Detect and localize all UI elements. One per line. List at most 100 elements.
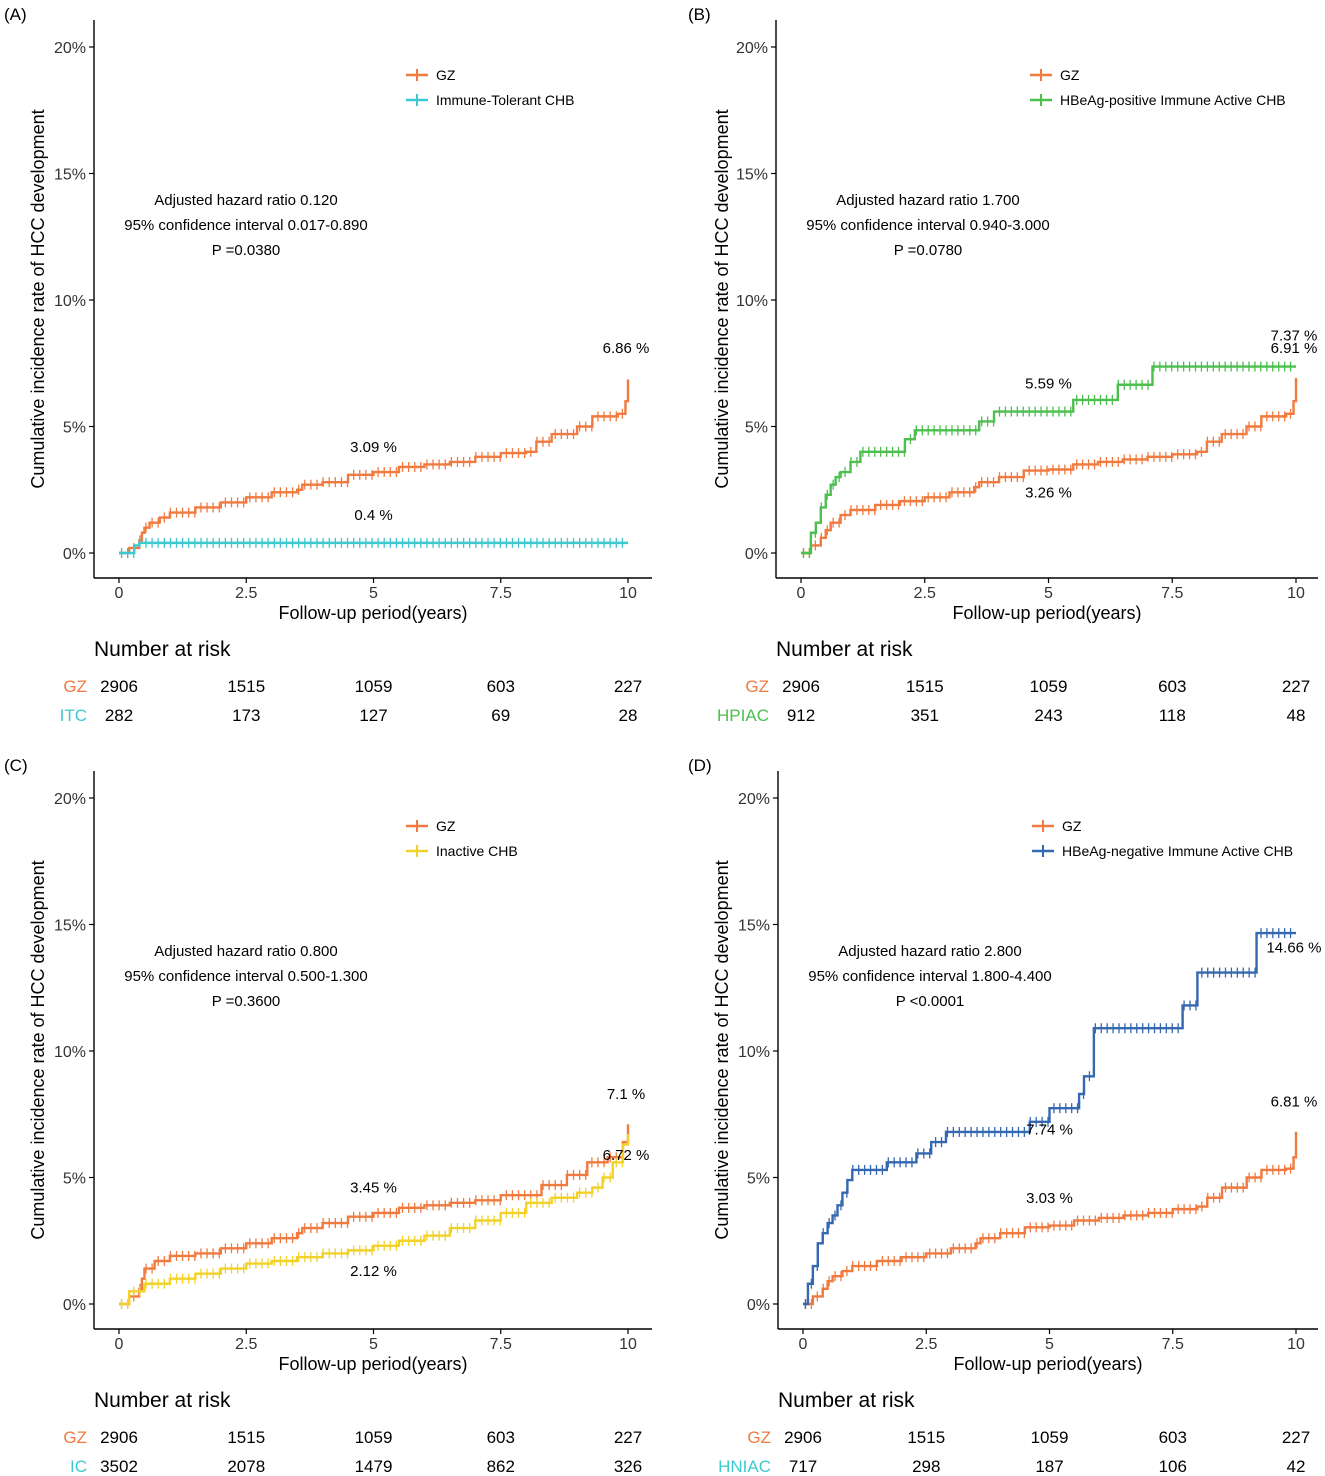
risk-value: 227 (614, 1428, 642, 1447)
x-tick-label: 7.5 (490, 1336, 512, 1353)
y-tick-label: 20% (54, 40, 86, 57)
stats-line: Adjusted hazard ratio 2.800 (838, 943, 1021, 960)
legend-label: GZ (436, 67, 456, 83)
legend-label: GZ (436, 818, 456, 834)
risk-value: 282 (105, 706, 133, 725)
risk-value: 862 (487, 1457, 515, 1476)
risk-value: 227 (614, 677, 642, 696)
panel-label: (B) (688, 5, 711, 24)
legend-label: GZ (1060, 67, 1080, 83)
data-label: 2.12 % (350, 1263, 397, 1280)
risk-row-label: GZ (63, 1428, 87, 1447)
risk-value: 2906 (100, 1428, 138, 1447)
x-tick-label: 5 (369, 585, 378, 602)
y-tick-label: 10% (736, 293, 768, 310)
data-label: 7.1 % (607, 1086, 645, 1103)
data-label: 0.4 % (354, 507, 392, 524)
data-label: 3.45 % (350, 1180, 397, 1197)
series-line-gz (801, 378, 1298, 555)
risk-value: 1515 (907, 1428, 945, 1447)
risk-value: 1515 (227, 677, 265, 696)
series-line-hbeag-negative-immune-active-chb (803, 931, 1296, 1306)
legend-label: Immune-Tolerant CHB (436, 92, 575, 108)
panel-3: (D) 0% 5% 10% 15% 20% 0 2.5 5 7.5 10 Follow-up peri… (688, 756, 1322, 1476)
risk-value: 118 (1159, 706, 1186, 725)
stats-line: Adjusted hazard ratio 0.120 (154, 192, 337, 209)
x-tick-label: 7.5 (1161, 585, 1183, 602)
risk-title: Number at risk (776, 638, 913, 661)
risk-value: 243 (1034, 706, 1062, 725)
panel-label: (C) (4, 756, 28, 775)
risk-value: 187 (1035, 1457, 1063, 1476)
y-tick-label: 0% (63, 1297, 86, 1314)
risk-row-label: IC (70, 1457, 87, 1476)
x-axis-label: Follow-up period(years) (952, 603, 1141, 623)
risk-row-label: GZ (745, 677, 769, 696)
y-tick-label: 10% (54, 1044, 86, 1061)
y-tick-label: 5% (63, 420, 86, 437)
x-axis-label: Follow-up period(years) (278, 603, 467, 623)
panel-1: (B) 0% 5% 10% 15% 20% 0 2.5 5 7.5 10 Follow-up peri… (688, 5, 1318, 725)
risk-value: 227 (1282, 1428, 1310, 1447)
y-tick-label: 5% (745, 420, 768, 437)
data-label: 14.66 % (1266, 939, 1321, 956)
stats-line: Adjusted hazard ratio 0.800 (154, 943, 337, 960)
legend-label: Inactive CHB (436, 843, 518, 859)
stats-line: Adjusted hazard ratio 1.700 (836, 192, 1019, 209)
y-tick-label: 15% (54, 167, 86, 184)
legend-label: GZ (1062, 818, 1082, 834)
risk-value: 717 (789, 1457, 817, 1476)
x-tick-label: 5 (1044, 585, 1053, 602)
risk-value: 106 (1159, 1457, 1187, 1476)
data-label: 3.09 % (350, 439, 397, 456)
risk-row-label: GZ (63, 677, 87, 696)
panel-0: (A) 0% 5% 10% 15% 20% 0 2.5 5 7.5 10 Follow-up peri… (4, 5, 652, 725)
risk-value: 48 (1287, 706, 1306, 725)
data-label: 5.59 % (1025, 376, 1072, 393)
stats-line: 95% confidence interval 0.940-3.000 (806, 217, 1050, 234)
stats-line: 95% confidence interval 1.800-4.400 (808, 968, 1052, 985)
panel-2: (C) 0% 5% 10% 15% 20% 0 2.5 5 7.5 10 Follow-up peri… (4, 756, 652, 1476)
data-label: 7.74 % (1026, 1121, 1073, 1138)
x-tick-label: 0 (115, 585, 124, 602)
x-tick-label: 2.5 (235, 585, 257, 602)
data-label: 6.72 % (603, 1147, 650, 1164)
risk-value: 1059 (1031, 1428, 1069, 1447)
stats-line: P =0.0780 (894, 242, 963, 259)
series-line-gz (119, 379, 630, 555)
x-tick-label: 2.5 (915, 1336, 937, 1353)
y-tick-label: 20% (736, 40, 768, 57)
risk-value: 3502 (100, 1457, 138, 1476)
legend-label: HBeAg-positive Immune Active CHB (1060, 92, 1286, 108)
risk-title: Number at risk (778, 1389, 915, 1412)
stats-line: 95% confidence interval 0.500-1.300 (124, 968, 368, 985)
y-tick-label: 15% (736, 167, 768, 184)
y-tick-label: 10% (54, 293, 86, 310)
risk-value: 1059 (355, 1428, 393, 1447)
risk-value: 1515 (906, 677, 944, 696)
y-tick-label: 15% (54, 918, 86, 935)
panel-label: (D) (688, 756, 712, 775)
risk-value: 2906 (782, 677, 820, 696)
y-tick-label: 5% (747, 1171, 770, 1188)
risk-value: 173 (232, 706, 260, 725)
risk-value: 28 (619, 706, 638, 725)
y-axis-label: Cumulative incidence rate of HCC develop… (712, 860, 732, 1239)
data-label: 6.86 % (603, 340, 650, 357)
y-tick-label: 0% (63, 546, 86, 563)
x-tick-label: 10 (1287, 585, 1305, 602)
x-tick-label: 10 (619, 585, 637, 602)
x-tick-label: 0 (799, 1336, 808, 1353)
x-tick-label: 7.5 (1162, 1336, 1184, 1353)
risk-value: 42 (1287, 1457, 1306, 1476)
data-label: 3.26 % (1025, 484, 1072, 501)
y-tick-label: 5% (63, 1171, 86, 1188)
y-axis-label: Cumulative incidence rate of HCC develop… (28, 860, 48, 1239)
risk-row-label: ITC (60, 706, 87, 725)
risk-value: 603 (1158, 677, 1186, 696)
risk-value: 912 (787, 706, 815, 725)
risk-row-label: GZ (747, 1428, 771, 1447)
risk-value: 351 (911, 706, 939, 725)
y-tick-label: 0% (745, 546, 768, 563)
